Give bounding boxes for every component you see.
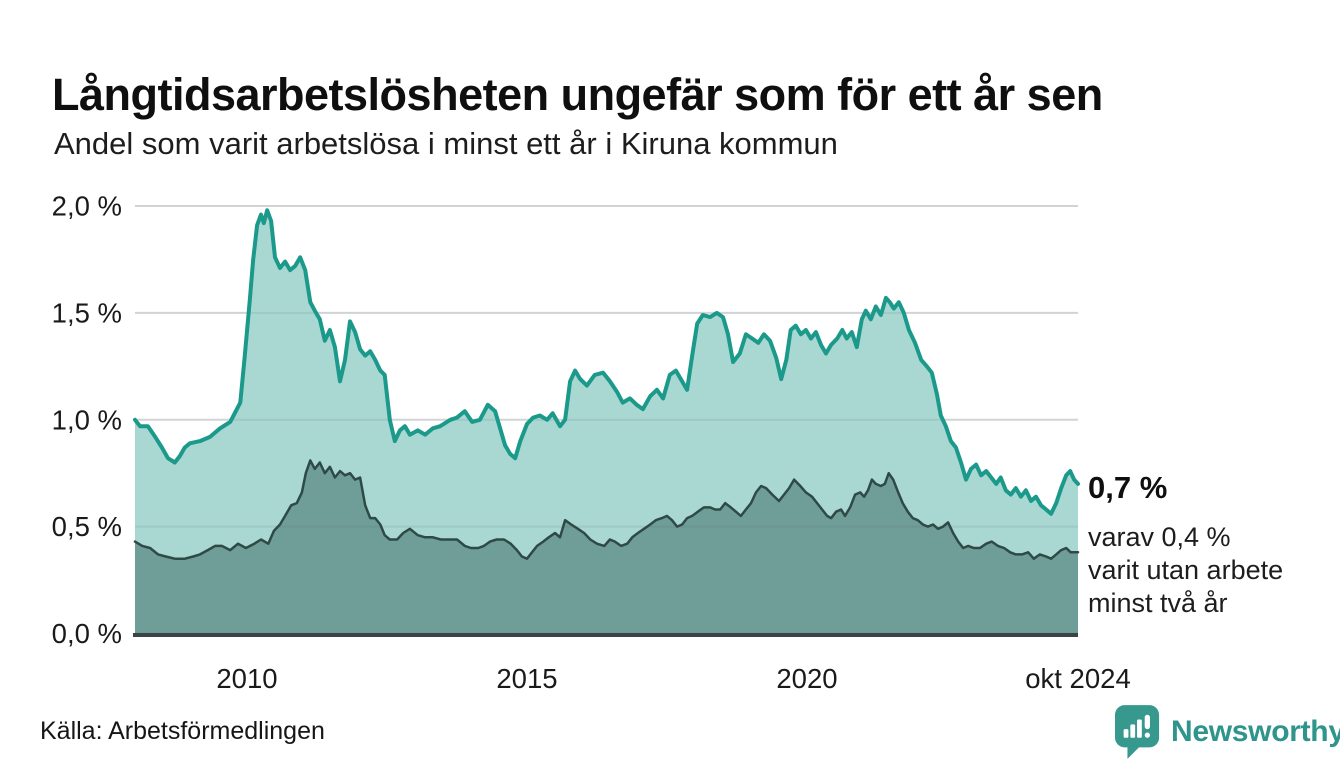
annotation-detail: varav 0,4 % varit utan arbete minst två …	[1088, 521, 1328, 620]
x-tick-label: 2015	[496, 663, 557, 694]
page-title: Långtidsarbetslösheten ungefär som för e…	[52, 69, 1103, 121]
newsworthy-wordmark: Newsworthy	[1171, 715, 1340, 748]
x-tick-label: 2020	[776, 663, 837, 694]
y-tick-label: 0,0 %	[52, 618, 122, 649]
x-tick-label: okt 2024	[1025, 663, 1131, 694]
chart-subtitle: Andel som varit arbetslösa i minst ett å…	[54, 126, 838, 161]
line-at-least-one-year	[133, 208, 1080, 516]
annotation-detail-line: minst två år	[1088, 588, 1228, 618]
annotation-detail-line: varit utan arbete	[1088, 555, 1284, 585]
y-tick-label: 1,5 %	[52, 297, 122, 328]
area-at-least-two-years	[135, 460, 1078, 634]
source-credit: Källa: Arbetsförmedlingen	[40, 717, 325, 745]
latest-value-label: 0,7 %	[1088, 470, 1168, 505]
y-tick-label: 0,5 %	[52, 511, 122, 542]
line-at-least-two-years	[133, 459, 1080, 560]
y-tick-label: 1,0 %	[52, 404, 122, 435]
newsworthy-branding: Newsworthy	[1115, 704, 1340, 760]
x-tick-label: 2010	[216, 663, 277, 694]
y-tick-label: 2,0 %	[52, 191, 122, 222]
annotation-detail-line: varav 0,4 %	[1088, 522, 1231, 552]
newsworthy-logo-icon	[1115, 705, 1160, 759]
